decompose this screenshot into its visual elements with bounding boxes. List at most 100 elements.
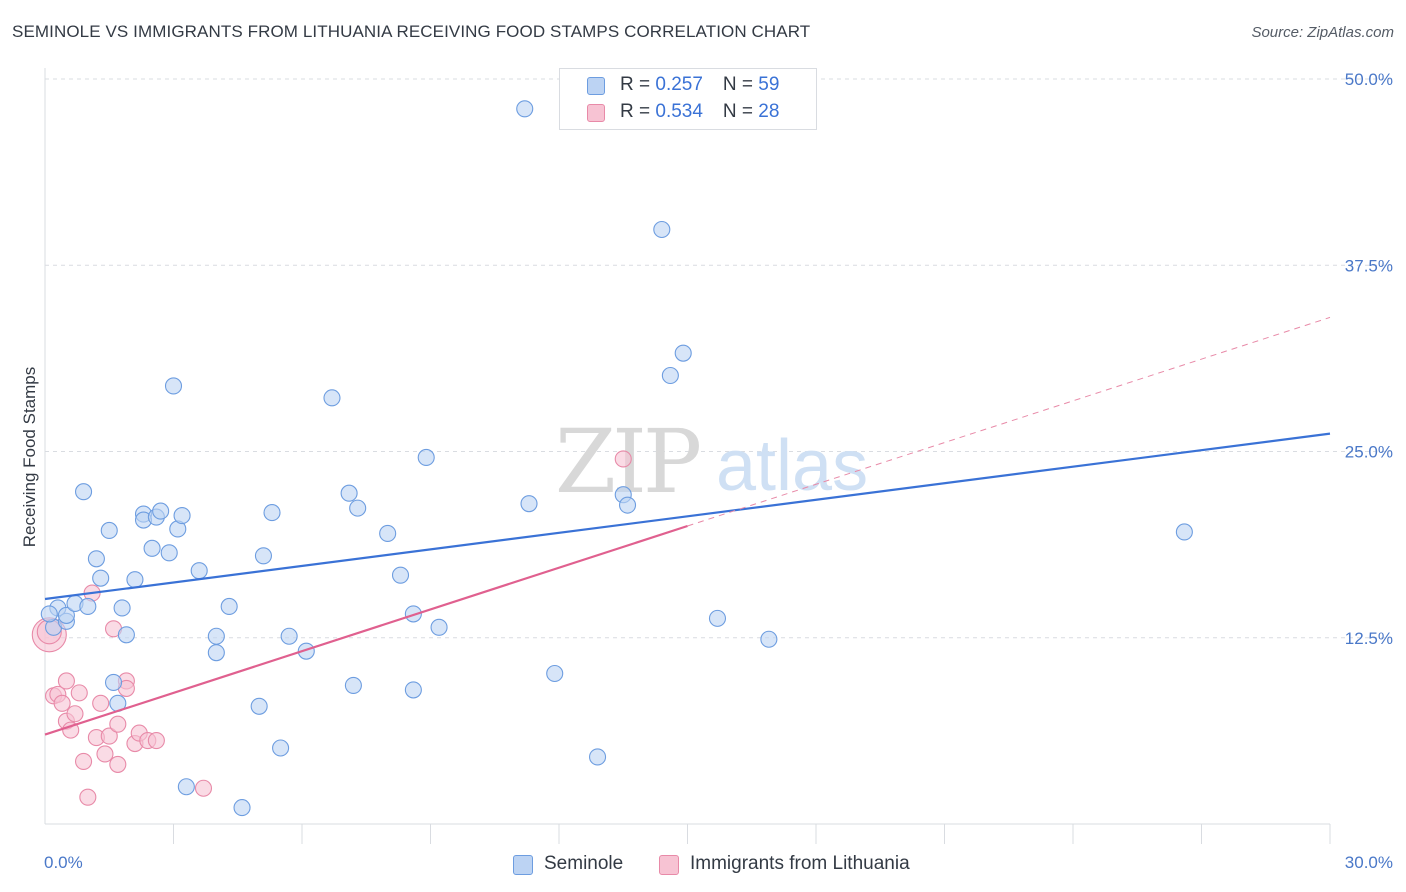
y-axis-title: Receiving Food Stamps xyxy=(20,367,39,547)
lithuania-point xyxy=(57,672,75,690)
seminole-point xyxy=(661,366,679,385)
seminole-point xyxy=(653,220,671,239)
seminole-swatch xyxy=(587,77,605,95)
seminole-point xyxy=(254,547,273,565)
seminole-point xyxy=(708,609,727,627)
seminole-point xyxy=(516,100,534,118)
series-legend: Seminole Immigrants from Lithuania xyxy=(0,850,1406,880)
lithuania-trend-line xyxy=(44,524,688,736)
seminole-trend-line xyxy=(44,432,1331,601)
seminole-point xyxy=(152,502,170,520)
seminole-point xyxy=(207,627,225,645)
r-value: 0.534 xyxy=(655,101,703,122)
seminole-point xyxy=(618,496,637,514)
lithuania-point xyxy=(75,752,93,770)
lithuania-point xyxy=(96,745,114,763)
seminole-point xyxy=(297,642,315,660)
y-tick-label: 12.5% xyxy=(1345,629,1393,648)
n-value: 59 xyxy=(758,74,780,95)
lithuania-point xyxy=(62,721,80,739)
lithuania-point xyxy=(147,732,165,750)
seminole-point xyxy=(760,630,778,648)
seminole-point xyxy=(546,664,564,683)
seminole-point xyxy=(100,521,118,540)
lithuania-trend-extrapolation xyxy=(687,316,1331,527)
tick-labels: 12.5% 25.0% 37.5% 50.0% 0.0% 30.0% Receiving F… xyxy=(20,70,1393,872)
r-label: R = xyxy=(620,101,656,122)
seminole-point xyxy=(57,606,75,624)
seminole-point xyxy=(87,550,105,568)
chart-source: Source: ZipAtlas.com xyxy=(1251,24,1394,41)
seminole-point xyxy=(263,504,281,522)
seminole-point xyxy=(280,627,298,645)
seminole-point xyxy=(207,644,225,662)
watermark-atlas: atlas xyxy=(716,426,868,506)
seminole-legend-swatch xyxy=(513,855,533,875)
seminole-point xyxy=(126,571,144,589)
trend-lines xyxy=(44,316,1331,736)
seminole-point xyxy=(79,597,97,616)
seminole-point xyxy=(404,681,422,699)
seminole-point xyxy=(164,377,183,395)
gridlines xyxy=(45,78,1392,639)
lithuania-point xyxy=(66,705,84,723)
seminole-point xyxy=(674,344,692,362)
r-label: R = xyxy=(620,74,656,95)
seminole-point xyxy=(177,778,195,796)
x-tick-label: 30.0% xyxy=(1345,853,1393,872)
seminole-point xyxy=(349,499,367,517)
legend-label-lithuania: Immigrants from Lithuania xyxy=(690,853,910,874)
r-value: 0.257 xyxy=(655,74,703,95)
lithuania-point xyxy=(194,779,213,797)
lithuania-point xyxy=(79,788,97,806)
seminole-point xyxy=(1175,523,1193,541)
y-tick-label: 25.0% xyxy=(1345,443,1393,462)
seminole-point xyxy=(430,618,448,636)
seminole-point xyxy=(92,569,110,587)
y-tick-label: 50.0% xyxy=(1345,70,1393,89)
legend-text-lithuania: R = 0.534 N = 28 xyxy=(620,101,779,123)
seminole-point xyxy=(104,673,123,692)
y-tick-label: 37.5% xyxy=(1345,256,1393,275)
seminole-point xyxy=(272,739,290,757)
seminole-point xyxy=(143,539,161,557)
seminole-point xyxy=(190,562,208,580)
watermark: ZIP atlas xyxy=(555,410,868,513)
seminole-point xyxy=(323,389,341,407)
n-label: N = xyxy=(722,101,759,122)
lithuania-legend-swatch xyxy=(659,855,679,875)
legend-text-seminole: R = 0.257 N = 59 xyxy=(620,74,779,96)
seminole-point xyxy=(233,799,251,817)
lithuania-point xyxy=(109,715,127,733)
x-tick-label: 0.0% xyxy=(44,853,83,872)
correlation-legend: R = 0.257 N = 59 R = 0.534 N = 28 xyxy=(559,68,817,130)
seminole-point xyxy=(40,605,58,623)
seminole-point xyxy=(391,566,410,584)
seminole-point xyxy=(75,483,93,501)
legend-label-seminole: Seminole xyxy=(544,853,624,874)
seminole-point xyxy=(160,544,178,562)
lithuania-point xyxy=(614,450,632,468)
lithuania-point xyxy=(109,755,127,773)
seminole-point xyxy=(588,748,607,766)
chart-title: SEMINOLE VS IMMIGRANTS FROM LITHUANIA RE… xyxy=(12,22,811,41)
lithuania-point xyxy=(53,694,71,712)
lithuania-point xyxy=(70,684,88,702)
seminole-point xyxy=(379,524,397,543)
lithuania-point xyxy=(92,694,110,712)
seminole-point xyxy=(113,599,131,617)
seminole-point xyxy=(220,597,238,616)
axes xyxy=(44,68,1331,844)
seminole-point xyxy=(344,676,362,694)
lithuania-point xyxy=(100,727,118,745)
seminole-point xyxy=(340,484,358,502)
seminole-point xyxy=(173,507,191,525)
seminole-point xyxy=(520,495,538,513)
seminole-point xyxy=(117,626,135,644)
lithuania-swatch xyxy=(587,104,605,122)
seminole-point xyxy=(250,697,268,715)
seminole-points xyxy=(40,100,1193,817)
seminole-point xyxy=(417,448,435,467)
n-value: 28 xyxy=(758,101,780,122)
